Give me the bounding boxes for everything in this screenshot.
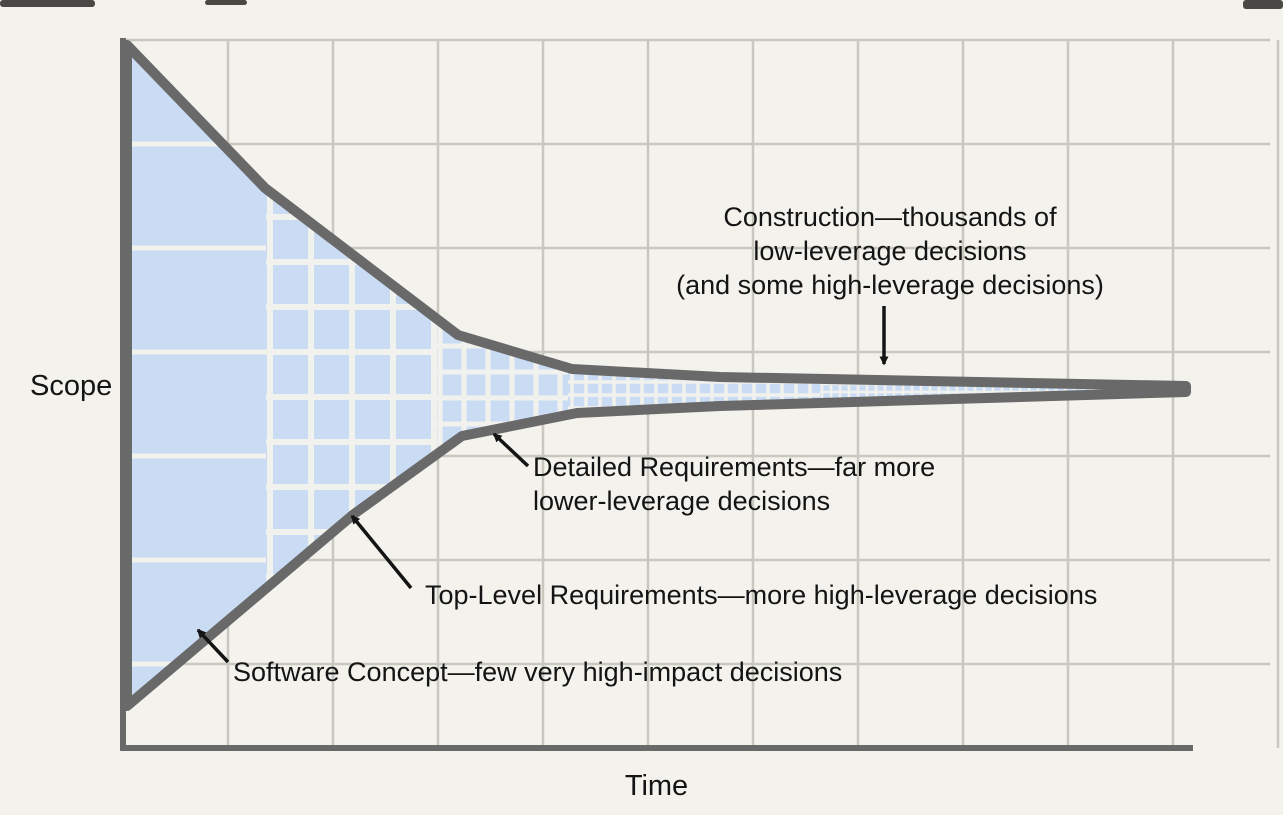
annotation-arrows (196, 306, 889, 664)
software-concept-annotation: Software Concept—few very high-impact de… (233, 657, 843, 687)
top-level-requirements-arrow (350, 514, 413, 590)
scan-artifact (205, 0, 247, 5)
detailed-requirements-annotation: Detailed Requirements—far more lower-lev… (533, 450, 935, 518)
funnel-outline (122, 40, 1191, 711)
construction-line2: low-leverage decisions (753, 236, 1027, 266)
top-level-requirements-annotation: Top-Level Requirements—more high-leverag… (425, 580, 1098, 610)
software-concept-arrow (196, 628, 230, 664)
construction-line3: (and some high-leverage decisions) (676, 270, 1104, 300)
x-axis-label: Time (624, 770, 689, 802)
y-axis-label: Scope (30, 370, 113, 402)
detailed-line1: Detailed Requirements—far more (533, 452, 936, 482)
scan-artifact (0, 0, 95, 7)
detailed-line2: lower-leverage decisions (533, 486, 831, 516)
detailed-requirements-arrow (492, 432, 530, 468)
construction-line1: Construction—thousands of (723, 202, 1057, 232)
background-grid (121, 38, 1280, 748)
construction-annotation: Construction—thousands of low-leverage d… (620, 200, 1160, 302)
scan-artifact (1243, 0, 1283, 9)
